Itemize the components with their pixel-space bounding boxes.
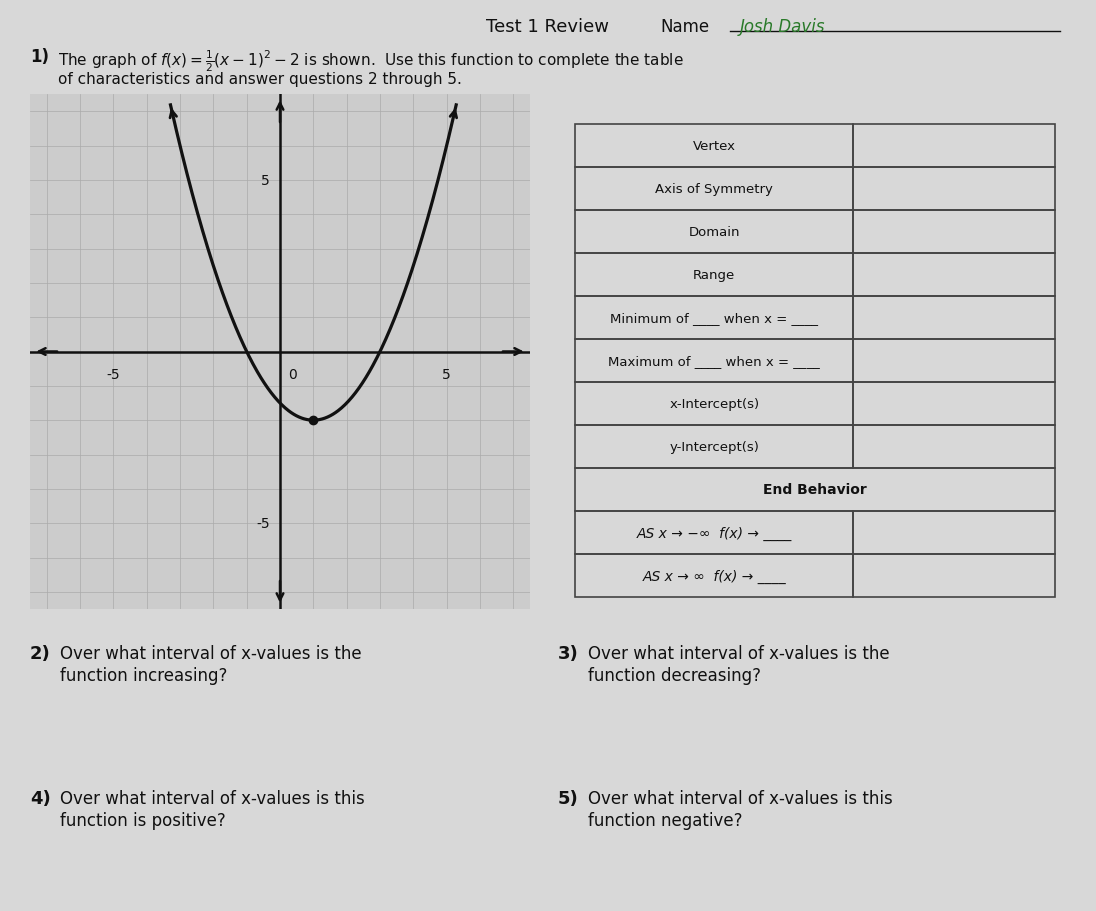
Text: of characteristics and answer questions 2 through 5.: of characteristics and answer questions …: [58, 72, 461, 87]
Text: 5: 5: [443, 367, 452, 382]
Text: x-Intercept(s): x-Intercept(s): [670, 397, 760, 411]
Text: -5: -5: [256, 517, 270, 530]
Text: Over what interval of x-values is this: Over what interval of x-values is this: [60, 789, 365, 807]
Text: Range: Range: [693, 269, 735, 281]
Text: Over what interval of x-values is the: Over what interval of x-values is the: [60, 644, 362, 662]
Text: function is positive?: function is positive?: [60, 811, 226, 829]
Text: -5: -5: [106, 367, 121, 382]
Text: Josh Davis: Josh Davis: [740, 18, 825, 36]
Text: End Behavior: End Behavior: [763, 483, 867, 497]
Text: function negative?: function negative?: [587, 811, 742, 829]
Text: Minimum of ____ when x = ____: Minimum of ____ when x = ____: [610, 312, 819, 324]
Text: AS x → ∞  f(x) → ____: AS x → ∞ f(x) → ____: [642, 568, 786, 583]
Text: 2): 2): [30, 644, 50, 662]
Text: Test 1 Review: Test 1 Review: [487, 18, 609, 36]
Text: Domain: Domain: [688, 226, 740, 239]
Text: function increasing?: function increasing?: [60, 666, 227, 684]
Text: 5: 5: [261, 174, 270, 188]
Text: The graph of $f(x) = \frac{1}{2}(x-1)^2 - 2$ is shown.  Use this function to com: The graph of $f(x) = \frac{1}{2}(x-1)^2 …: [58, 48, 684, 74]
Text: function decreasing?: function decreasing?: [587, 666, 761, 684]
Text: Maximum of ____ when x = ____: Maximum of ____ when x = ____: [608, 354, 820, 368]
Text: Name: Name: [660, 18, 709, 36]
Text: 3): 3): [558, 644, 579, 662]
Text: y-Intercept(s): y-Intercept(s): [670, 441, 760, 454]
Text: 1): 1): [30, 48, 49, 66]
Text: 4): 4): [30, 789, 50, 807]
Text: Over what interval of x-values is this: Over what interval of x-values is this: [587, 789, 893, 807]
Text: 0: 0: [288, 367, 297, 382]
Text: Vertex: Vertex: [693, 140, 735, 153]
Text: Axis of Symmetry: Axis of Symmetry: [655, 183, 773, 196]
Text: AS x → −∞  f(x) → ____: AS x → −∞ f(x) → ____: [637, 526, 792, 540]
Text: 5): 5): [558, 789, 579, 807]
Text: Over what interval of x-values is the: Over what interval of x-values is the: [587, 644, 890, 662]
